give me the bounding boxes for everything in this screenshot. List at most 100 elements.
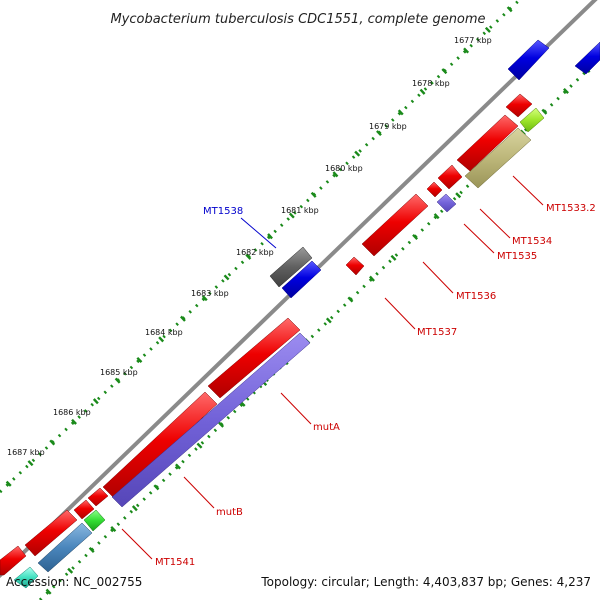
gene-blue-top[interactable]	[507, 39, 550, 81]
gene-label-mt1534[interactable]: MT1534	[512, 236, 552, 247]
inner-major-tick	[67, 567, 74, 574]
inner-major-tick	[455, 192, 462, 199]
inner-major-tick	[541, 108, 548, 115]
outer-major-tick	[397, 109, 404, 116]
inner-major-tick	[433, 213, 440, 220]
tick-label-1681: 1681 kbp	[281, 206, 319, 215]
gene-label-mt1536[interactable]: MT1536	[456, 291, 496, 302]
leader-muta	[280, 392, 312, 425]
gene-label-mt1535[interactable]: MT1535	[497, 251, 537, 262]
tick-label-1687: 1687 kbp	[7, 448, 45, 457]
leader-mt1537	[384, 297, 416, 330]
outer-scale-track	[0, 0, 522, 494]
leader-mt1536	[422, 261, 454, 294]
leader-mt1541	[121, 528, 153, 560]
outer-major-tick	[419, 88, 426, 95]
accession-text: Accession: NC_002755	[6, 575, 142, 589]
outer-major-tick	[92, 398, 99, 405]
gene-label-mutb[interactable]: mutB	[216, 507, 243, 518]
gene-label-muta[interactable]: mutA	[313, 422, 340, 433]
inner-major-tick	[131, 505, 138, 512]
gene-olive-mt1533-2[interactable]	[464, 127, 532, 189]
tick-label-1684: 1684 kbp	[145, 328, 183, 337]
gene-red-mt1541-b[interactable]	[0, 545, 27, 576]
gene-red-d[interactable]	[426, 181, 443, 198]
outer-major-tick	[310, 191, 317, 198]
gene-red-c[interactable]	[437, 164, 463, 190]
tick-label-1678: 1678 kbp	[412, 79, 450, 88]
inner-major-tick	[369, 275, 375, 282]
inner-major-tick	[412, 233, 419, 240]
gene-label-mt1533-2[interactable]: MT1533.2	[546, 203, 596, 214]
leader-lines	[121, 175, 544, 560]
gene-red-muta-a[interactable]	[207, 317, 301, 399]
inner-major-tick	[110, 526, 117, 533]
gene-red-a[interactable]	[505, 93, 533, 118]
outer-major-tick	[49, 439, 56, 446]
gene-blue-mt1538[interactable]	[281, 260, 322, 299]
gene-red-small-a[interactable]	[87, 487, 109, 507]
outer-major-tick	[506, 6, 513, 13]
inner-major-tick	[347, 296, 354, 303]
outer-major-tick	[223, 274, 230, 281]
gene-steel[interactable]	[37, 522, 93, 573]
gene-teal[interactable]	[13, 566, 39, 589]
gene-label-mt1541[interactable]: MT1541	[155, 557, 195, 568]
gene-grey-mt1538[interactable]	[269, 246, 313, 288]
gene-red-mt1541-a[interactable]	[24, 509, 78, 557]
leader-mt1538	[240, 217, 277, 249]
tick-label-1677: 1677 kbp	[454, 36, 492, 45]
gene-features	[0, 39, 600, 589]
gene-red-mt1537[interactable]	[345, 256, 365, 276]
inner-major-tick	[390, 254, 397, 261]
outer-major-tick	[71, 418, 77, 425]
leader-mt1535	[463, 223, 495, 254]
gene-label-mt1537[interactable]: MT1537	[417, 327, 457, 338]
leader-mt1533-2	[512, 175, 544, 206]
outer-major-tick	[463, 47, 470, 54]
leader-mt1534	[479, 208, 511, 239]
inner-major-tick	[88, 546, 95, 553]
outer-major-ticks	[5, 6, 513, 487]
scale-labels: 1677 kbp 1678 kbp 1679 kbp 1680 kbp 1681…	[7, 36, 492, 457]
outer-major-tick	[288, 212, 295, 219]
tick-label-1686: 1686 kbp	[53, 408, 91, 417]
outer-major-tick	[441, 68, 448, 75]
outer-major-tick	[136, 356, 143, 363]
outer-major-tick	[201, 295, 208, 302]
tick-label-1683: 1683 kbp	[191, 289, 229, 298]
gene-label-mt1538[interactable]: MT1538	[203, 206, 243, 217]
outer-major-tick	[484, 26, 491, 33]
inner-major-tick	[45, 588, 52, 595]
gene-purple-mt1534[interactable]	[436, 193, 457, 213]
tick-label-1679: 1679 kbp	[369, 122, 407, 131]
gene-lime[interactable]	[519, 107, 545, 133]
outer-major-tick	[376, 130, 382, 137]
gene-labels: MT1538 MT1533.2 MT1534 MT1535 MT1536 MT1…	[155, 203, 596, 568]
gene-red-small-b[interactable]	[73, 499, 95, 520]
tick-label-1685: 1685 kbp	[100, 368, 138, 377]
inner-major-tick	[563, 87, 569, 94]
tick-label-1680: 1680 kbp	[325, 164, 363, 173]
outer-major-tick	[114, 377, 121, 384]
gene-purple-mutb[interactable]	[111, 332, 311, 508]
leader-mutb	[183, 476, 215, 509]
outer-major-tick	[5, 480, 12, 487]
outer-major-tick	[27, 460, 34, 467]
outer-major-tick	[245, 253, 252, 260]
inner-major-tick	[325, 317, 332, 324]
inner-major-tick	[196, 442, 203, 449]
tick-label-1682: 1682 kbp	[236, 248, 274, 257]
outer-major-tick	[354, 150, 361, 157]
gene-blue-edge[interactable]	[574, 41, 600, 75]
gene-red-muta-b[interactable]	[102, 391, 218, 500]
outer-major-tick	[267, 233, 273, 240]
inner-major-tick	[218, 421, 225, 428]
gene-green[interactable]	[83, 509, 106, 532]
outer-major-tick	[332, 171, 339, 178]
gene-red-b[interactable]	[456, 114, 519, 172]
outer-major-tick	[158, 336, 165, 343]
outer-major-tick	[180, 315, 186, 322]
gene-red-mt1536[interactable]	[361, 193, 429, 257]
